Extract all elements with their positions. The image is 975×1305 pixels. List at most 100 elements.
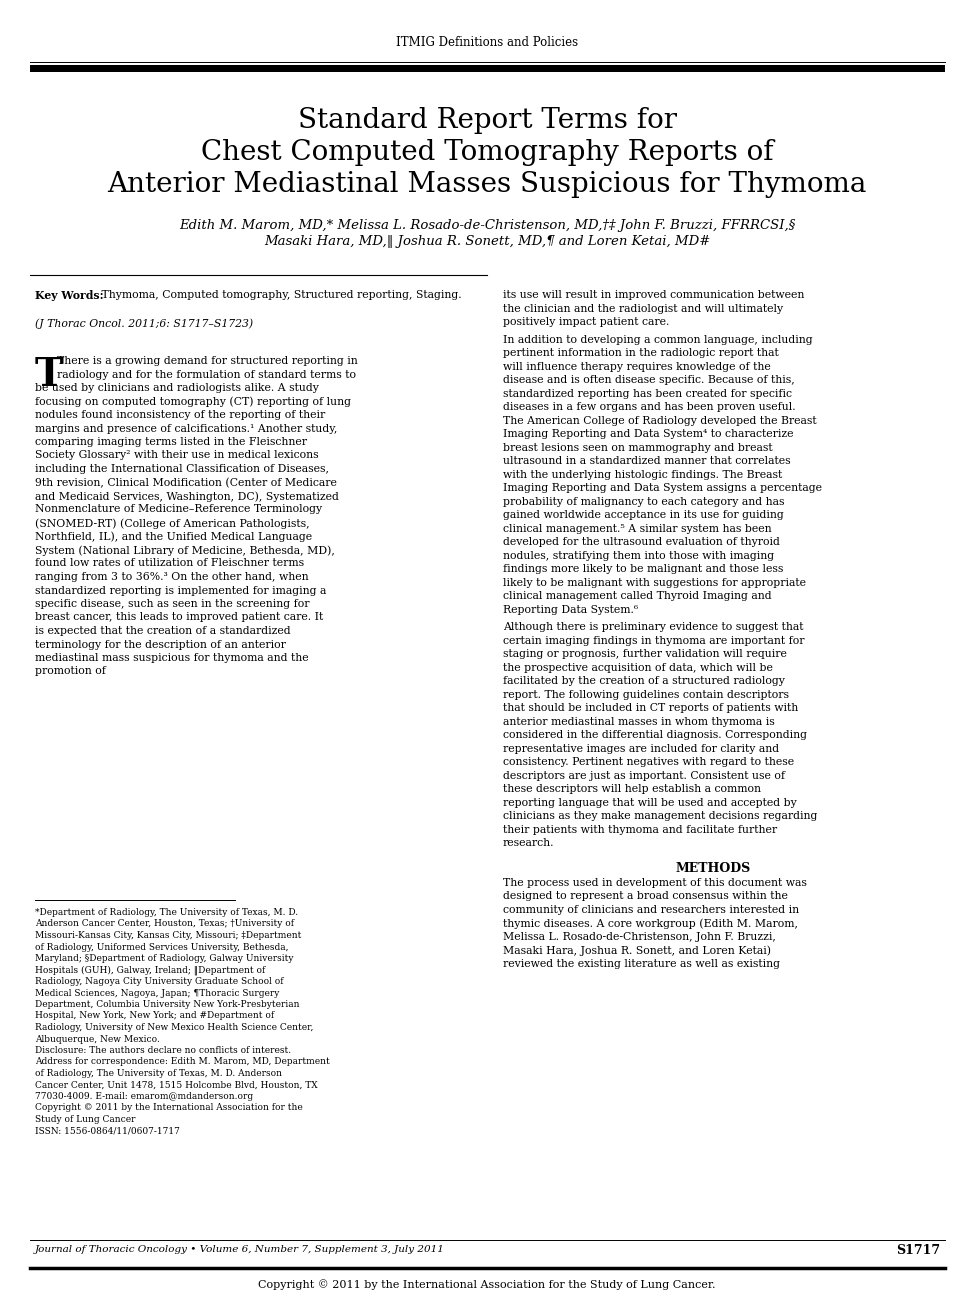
Text: representative images are included for clarity and: representative images are included for c…: [503, 744, 779, 753]
Text: Thymoma, Computed tomography, Structured reporting, Staging.: Thymoma, Computed tomography, Structured…: [98, 290, 461, 300]
Text: findings more likely to be malignant and those less: findings more likely to be malignant and…: [503, 564, 783, 574]
Text: Masaki Hara, Joshua R. Sonett, and Loren Ketai): Masaki Hara, Joshua R. Sonett, and Loren…: [503, 945, 771, 955]
Text: radiology and for the formulation of standard terms to: radiology and for the formulation of sta…: [57, 369, 356, 380]
Text: is expected that the creation of a standardized: is expected that the creation of a stand…: [35, 626, 291, 636]
Text: be used by clinicians and radiologists alike. A study: be used by clinicians and radiologists a…: [35, 382, 319, 393]
Text: breast lesions seen on mammography and breast: breast lesions seen on mammography and b…: [503, 442, 772, 453]
Text: Masaki Hara, MD,‖ Joshua R. Sonett, MD,¶ and Loren Ketai, MD#: Masaki Hara, MD,‖ Joshua R. Sonett, MD,¶…: [264, 235, 710, 248]
Text: Standard Report Terms for: Standard Report Terms for: [297, 107, 677, 133]
Text: Maryland; §Department of Radiology, Galway University: Maryland; §Department of Radiology, Galw…: [35, 954, 293, 963]
Text: 77030-4009. E-mail: emarom@mdanderson.org: 77030-4009. E-mail: emarom@mdanderson.or…: [35, 1092, 254, 1101]
Text: (SNOMED-RT) (College of American Pathologists,: (SNOMED-RT) (College of American Patholo…: [35, 518, 310, 529]
Text: pertinent information in the radiologic report that: pertinent information in the radiologic …: [503, 348, 779, 358]
Text: Anderson Cancer Center, Houston, Texas; †University of: Anderson Cancer Center, Houston, Texas; …: [35, 920, 294, 928]
Text: staging or prognosis, further validation will require: staging or prognosis, further validation…: [503, 649, 787, 659]
Text: Medical Sciences, Nagoya, Japan; ¶Thoracic Surgery: Medical Sciences, Nagoya, Japan; ¶Thorac…: [35, 988, 280, 997]
Text: mediastinal mass suspicious for thymoma and the: mediastinal mass suspicious for thymoma …: [35, 652, 309, 663]
Text: standardized reporting is implemented for imaging a: standardized reporting is implemented fo…: [35, 586, 327, 595]
Text: descriptors are just as important. Consistent use of: descriptors are just as important. Consi…: [503, 770, 785, 780]
Text: METHODS: METHODS: [676, 861, 751, 874]
Text: System (National Library of Medicine, Bethesda, MD),: System (National Library of Medicine, Be…: [35, 545, 334, 556]
Text: their patients with thymoma and facilitate further: their patients with thymoma and facilita…: [503, 825, 777, 835]
Text: designed to represent a broad consensus within the: designed to represent a broad consensus …: [503, 891, 788, 902]
Text: promotion of: promotion of: [35, 667, 106, 676]
Text: *Department of Radiology, The University of Texas, M. D.: *Department of Radiology, The University…: [35, 908, 298, 917]
Text: Study of Lung Cancer: Study of Lung Cancer: [35, 1114, 136, 1124]
Text: disease and is often disease specific. Because of this,: disease and is often disease specific. B…: [503, 375, 795, 385]
Text: positively impact patient care.: positively impact patient care.: [503, 317, 670, 328]
Text: developed for the ultrasound evaluation of thyroid: developed for the ultrasound evaluation …: [503, 538, 780, 547]
Text: terminology for the description of an anterior: terminology for the description of an an…: [35, 639, 286, 650]
Text: Nonmenclature of Medicine–Reference Terminology: Nonmenclature of Medicine–Reference Term…: [35, 505, 322, 514]
Text: breast cancer, this leads to improved patient care. It: breast cancer, this leads to improved pa…: [35, 612, 324, 622]
Text: Radiology, University of New Mexico Health Science Center,: Radiology, University of New Mexico Heal…: [35, 1023, 313, 1032]
Text: the clinician and the radiologist and will ultimately: the clinician and the radiologist and wi…: [503, 304, 783, 313]
Text: and Medicaid Services, Washington, DC), Systematized: and Medicaid Services, Washington, DC), …: [35, 491, 339, 501]
Text: gained worldwide acceptance in its use for guiding: gained worldwide acceptance in its use f…: [503, 510, 784, 521]
Text: Disclosure: The authors declare no conflicts of interest.: Disclosure: The authors declare no confl…: [35, 1047, 292, 1054]
Text: with the underlying histologic findings. The Breast: with the underlying histologic findings.…: [503, 470, 782, 479]
Text: report. The following guidelines contain descriptors: report. The following guidelines contain…: [503, 689, 789, 699]
Text: The American College of Radiology developed the Breast: The American College of Radiology develo…: [503, 415, 817, 425]
Text: 9th revision, Clinical Modification (Center of Medicare: 9th revision, Clinical Modification (Cen…: [35, 478, 337, 488]
Text: Edith M. Marom, MD,* Melissa L. Rosado-de-Christenson, MD,†‡ John F. Bruzzi, FFR: Edith M. Marom, MD,* Melissa L. Rosado-d…: [178, 218, 796, 231]
Text: clinical management called Thyroid Imaging and: clinical management called Thyroid Imagi…: [503, 591, 771, 602]
Text: will influence therapy requires knowledge of the: will influence therapy requires knowledg…: [503, 361, 771, 372]
Text: clinicians as they make management decisions regarding: clinicians as they make management decis…: [503, 812, 817, 821]
Text: The process used in development of this document was: The process used in development of this …: [503, 878, 807, 887]
Text: nodules found inconsistency of the reporting of their: nodules found inconsistency of the repor…: [35, 410, 326, 420]
Text: There is a growing demand for structured reporting in: There is a growing demand for structured…: [57, 356, 358, 365]
Text: these descriptors will help establish a common: these descriptors will help establish a …: [503, 784, 761, 795]
Text: its use will result in improved communication between: its use will result in improved communic…: [503, 290, 804, 300]
Text: community of clinicians and researchers interested in: community of clinicians and researchers …: [503, 904, 800, 915]
Text: focusing on computed tomography (CT) reporting of lung: focusing on computed tomography (CT) rep…: [35, 397, 351, 407]
Text: thymic diseases. A core workgroup (Edith M. Marom,: thymic diseases. A core workgroup (Edith…: [503, 919, 798, 929]
Text: consistency. Pertinent negatives with regard to these: consistency. Pertinent negatives with re…: [503, 757, 794, 767]
Text: Hospital, New York, New York; and #Department of: Hospital, New York, New York; and #Depar…: [35, 1011, 274, 1021]
Text: of Radiology, Uniformed Services University, Bethesda,: of Radiology, Uniformed Services Univers…: [35, 942, 289, 951]
Text: facilitated by the creation of a structured radiology: facilitated by the creation of a structu…: [503, 676, 785, 686]
Text: standardized reporting has been created for specific: standardized reporting has been created …: [503, 389, 792, 398]
Text: Although there is preliminary evidence to suggest that: Although there is preliminary evidence t…: [503, 622, 803, 632]
Text: including the International Classification of Diseases,: including the International Classificati…: [35, 465, 329, 474]
Text: ultrasound in a standardized manner that correlates: ultrasound in a standardized manner that…: [503, 455, 791, 466]
Text: specific disease, such as seen in the screening for: specific disease, such as seen in the sc…: [35, 599, 309, 609]
Text: certain imaging findings in thymoma are important for: certain imaging findings in thymoma are …: [503, 636, 804, 646]
Text: Chest Computed Tomography Reports of: Chest Computed Tomography Reports of: [201, 138, 773, 166]
Text: Society Glossary² with their use in medical lexicons: Society Glossary² with their use in medi…: [35, 450, 319, 461]
Text: of Radiology, The University of Texas, M. D. Anderson: of Radiology, The University of Texas, M…: [35, 1069, 282, 1078]
Text: ISSN: 1556-0864/11/0607-1717: ISSN: 1556-0864/11/0607-1717: [35, 1126, 179, 1135]
Text: the prospective acquisition of data, which will be: the prospective acquisition of data, whi…: [503, 663, 773, 672]
Text: Reporting Data System.⁶: Reporting Data System.⁶: [503, 604, 638, 615]
Text: anterior mediastinal masses in whom thymoma is: anterior mediastinal masses in whom thym…: [503, 716, 775, 727]
Text: probability of malignancy to each category and has: probability of malignancy to each catego…: [503, 496, 785, 506]
Text: ranging from 3 to 36%.³ On the other hand, when: ranging from 3 to 36%.³ On the other han…: [35, 572, 309, 582]
Text: Imaging Reporting and Data System⁴ to characterize: Imaging Reporting and Data System⁴ to ch…: [503, 429, 794, 438]
Text: nodules, stratifying them into those with imaging: nodules, stratifying them into those wit…: [503, 551, 774, 561]
Text: Melissa L. Rosado-de-Christenson, John F. Bruzzi,: Melissa L. Rosado-de-Christenson, John F…: [503, 932, 776, 942]
Text: that should be included in CT reports of patients with: that should be included in CT reports of…: [503, 703, 799, 713]
Text: margins and presence of calcifications.¹ Another study,: margins and presence of calcifications.¹…: [35, 424, 337, 433]
Text: diseases in a few organs and has been proven useful.: diseases in a few organs and has been pr…: [503, 402, 796, 412]
Text: Missouri-Kansas City, Kansas City, Missouri; ‡Department: Missouri-Kansas City, Kansas City, Misso…: [35, 930, 301, 940]
Text: T: T: [35, 356, 64, 394]
Text: research.: research.: [503, 838, 555, 848]
Text: comparing imaging terms listed in the Fleischner: comparing imaging terms listed in the Fl…: [35, 437, 307, 448]
Text: ITMIG Definitions and Policies: ITMIG Definitions and Policies: [396, 35, 578, 48]
Text: In addition to developing a common language, including: In addition to developing a common langu…: [503, 334, 812, 345]
Text: (J Thorac Oncol. 2011;6: S1717–S1723): (J Thorac Oncol. 2011;6: S1717–S1723): [35, 318, 254, 329]
Text: Radiology, Nagoya City University Graduate School of: Radiology, Nagoya City University Gradua…: [35, 977, 284, 987]
Text: Department, Columbia University New York-Presbyterian: Department, Columbia University New York…: [35, 1000, 299, 1009]
Text: Address for correspondence: Edith M. Marom, MD, Department: Address for correspondence: Edith M. Mar…: [35, 1057, 330, 1066]
Text: reporting language that will be used and accepted by: reporting language that will be used and…: [503, 797, 797, 808]
Text: Northfield, IL), and the Unified Medical Language: Northfield, IL), and the Unified Medical…: [35, 531, 312, 542]
Bar: [30, 65, 945, 72]
Text: Copyright © 2011 by the International Association for the Study of Lung Cancer.: Copyright © 2011 by the International As…: [258, 1280, 716, 1291]
Text: Imaging Reporting and Data System assigns a percentage: Imaging Reporting and Data System assign…: [503, 483, 822, 493]
Text: Hospitals (GUH), Galway, Ireland; ‖Department of: Hospitals (GUH), Galway, Ireland; ‖Depar…: [35, 966, 265, 975]
Text: S1717: S1717: [896, 1244, 940, 1257]
Text: clinical management.⁵ A similar system has been: clinical management.⁵ A similar system h…: [503, 523, 771, 534]
Text: Key Words:: Key Words:: [35, 290, 103, 301]
Text: Albuquerque, New Mexico.: Albuquerque, New Mexico.: [35, 1035, 160, 1044]
Text: found low rates of utilization of Fleischner terms: found low rates of utilization of Fleisc…: [35, 559, 304, 569]
